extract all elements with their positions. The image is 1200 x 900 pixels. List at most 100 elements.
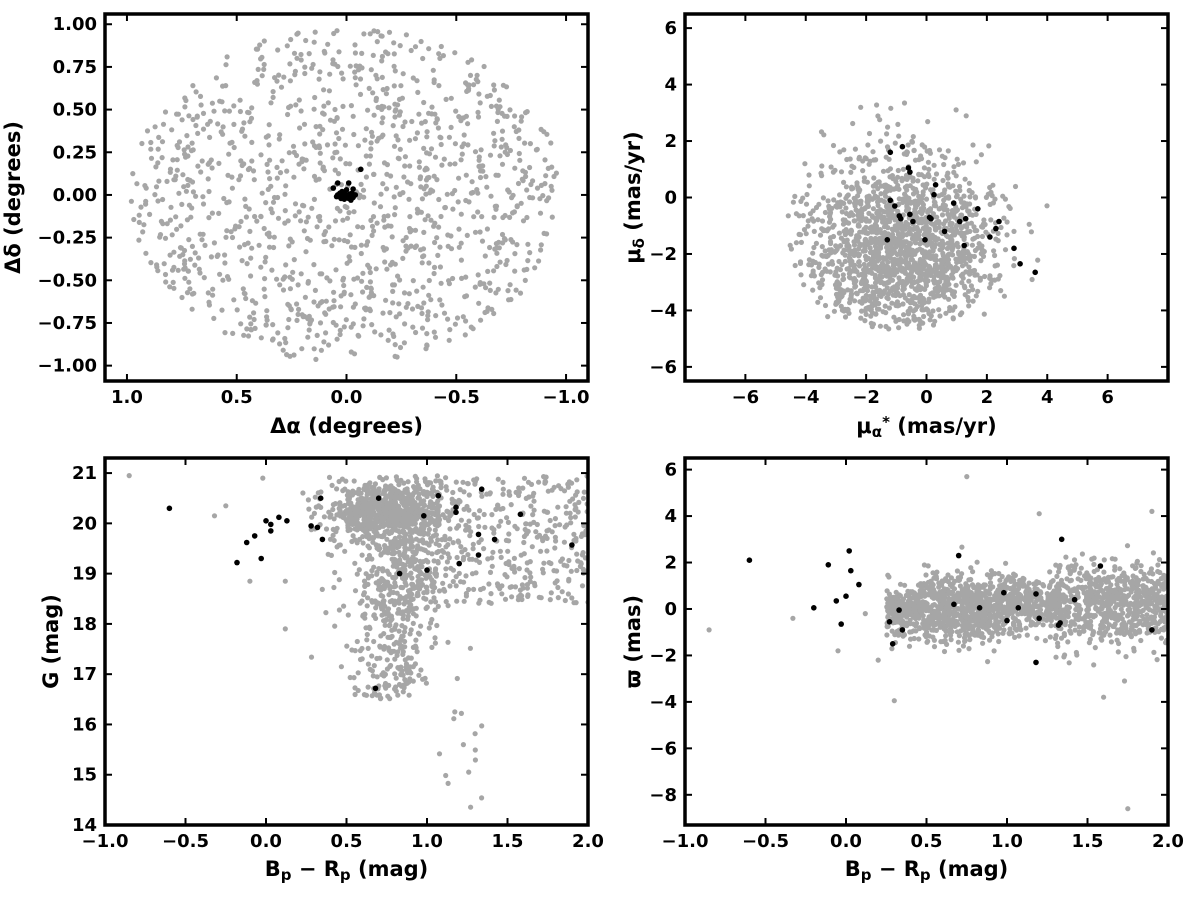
field-star-point (470, 546, 476, 552)
field-star-point (470, 541, 476, 547)
field-star-point (912, 226, 918, 232)
field-star-point (489, 563, 495, 569)
field-star-point (467, 533, 473, 539)
field-star-point (877, 256, 883, 262)
field-star-point (580, 495, 587, 501)
field-star-point (834, 204, 840, 210)
field-star-point (428, 499, 434, 505)
member-star-point (375, 495, 382, 502)
field-star-point (938, 263, 944, 269)
field-star-point (992, 252, 998, 259)
field-star-point (454, 315, 461, 321)
field-star-point (289, 239, 295, 245)
field-star-point (258, 152, 264, 158)
field-star-point (832, 272, 838, 278)
field-star-point (856, 259, 862, 265)
field-star-point (885, 231, 891, 237)
field-star-point (363, 174, 369, 180)
field-star-point (506, 538, 512, 544)
field-star-point (414, 502, 420, 509)
field-star-point (934, 265, 940, 271)
field-star-point (895, 121, 901, 127)
field-star-point (332, 218, 339, 224)
field-star-point (908, 270, 914, 276)
field-star-point (323, 526, 330, 532)
field-star-point (961, 255, 968, 261)
field-star-point (854, 269, 860, 275)
field-star-point (561, 488, 568, 494)
field-star-point (357, 91, 364, 97)
field-star-point (403, 594, 410, 600)
field-star-point (361, 578, 368, 584)
field-star-point (843, 205, 849, 211)
field-star-point (921, 254, 928, 260)
field-star-point (349, 647, 355, 653)
field-star-point (320, 127, 326, 133)
field-star-point (837, 243, 843, 249)
field-star-point (444, 508, 450, 514)
field-star-point (432, 567, 438, 573)
field-star-point (869, 284, 875, 290)
field-star-point (566, 557, 572, 564)
field-star-point (407, 214, 413, 220)
field-star-point (896, 275, 902, 281)
field-star-point (394, 564, 400, 570)
field-star-point (410, 491, 416, 497)
field-star-point (218, 129, 224, 135)
field-star-point (901, 318, 907, 324)
field-star-point (170, 279, 176, 285)
field-star-point (185, 176, 191, 183)
field-star-point (391, 584, 397, 590)
field-star-point (484, 93, 490, 99)
field-star-point (385, 223, 391, 229)
field-star-point (926, 263, 932, 269)
field-star-point (473, 557, 479, 563)
field-star-point (948, 637, 954, 643)
field-star-point (860, 229, 866, 235)
field-star-point (421, 502, 427, 508)
member-star-point (314, 524, 321, 531)
field-star-point (379, 74, 385, 80)
field-star-point (868, 320, 874, 326)
field-star-point (869, 224, 875, 230)
member-stars-sky (330, 166, 364, 203)
field-star-point (372, 598, 378, 604)
field-star-point (205, 290, 211, 296)
field-star-point (293, 102, 299, 108)
field-star-point (430, 188, 436, 194)
field-star-point (456, 244, 462, 250)
field-star-point (188, 214, 194, 220)
axis-label-x-pm: μα* (mas/yr) (856, 413, 996, 441)
field-star-point (445, 639, 451, 645)
field-star-point (369, 129, 375, 135)
field-star-point (384, 186, 390, 192)
field-star-point (224, 200, 230, 206)
field-star-point (392, 342, 398, 348)
field-star-point (312, 94, 318, 101)
field-star-point (895, 174, 901, 180)
field-star-point (438, 43, 444, 50)
field-star-point (369, 322, 375, 328)
field-star-point (810, 250, 816, 256)
field-star-point (491, 82, 497, 88)
field-star-point (477, 100, 483, 106)
field-star-point (215, 121, 221, 127)
field-star-point (262, 276, 268, 282)
field-star-point (155, 160, 161, 166)
field-star-point (919, 142, 925, 148)
field-star-point (402, 567, 408, 574)
field-star-point (953, 224, 959, 230)
field-star-point (334, 205, 340, 211)
field-star-point (248, 321, 254, 327)
field-star-point (270, 199, 277, 205)
field-star-point (207, 134, 213, 140)
field-star-point (413, 536, 419, 542)
field-star-point (157, 232, 164, 238)
field-star-point (131, 216, 137, 223)
field-star-point (878, 230, 885, 236)
field-star-point (450, 540, 456, 546)
field-star-point (895, 231, 902, 238)
field-star-point (972, 195, 979, 201)
field-star-point (377, 655, 383, 661)
field-star-point (941, 190, 947, 196)
